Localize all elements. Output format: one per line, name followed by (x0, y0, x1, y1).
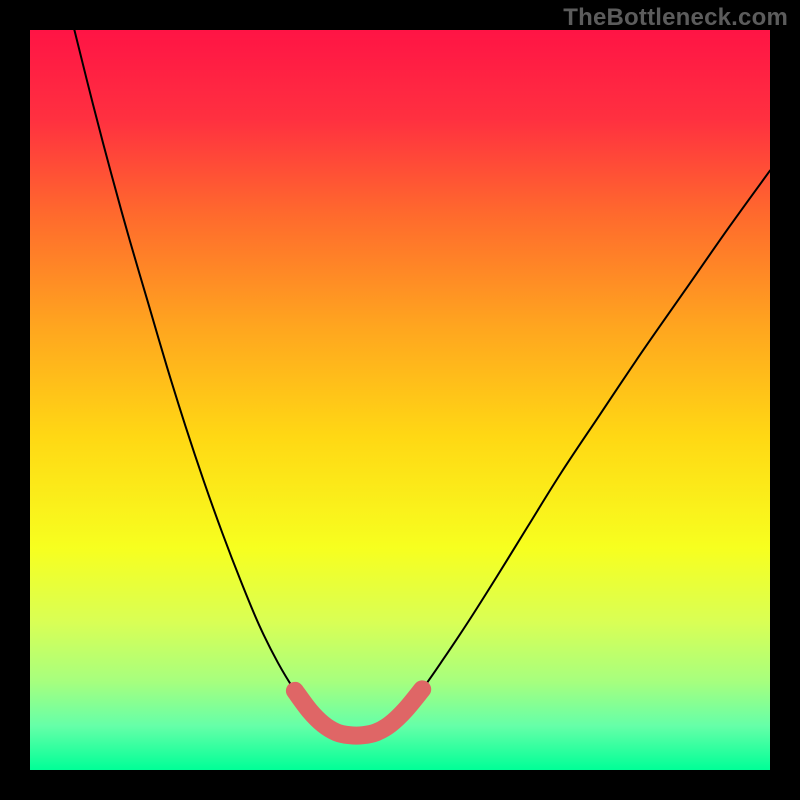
chart-stage: TheBottleneck.com (0, 0, 800, 800)
bottleneck-chart (0, 0, 800, 800)
plot-background (30, 30, 770, 770)
